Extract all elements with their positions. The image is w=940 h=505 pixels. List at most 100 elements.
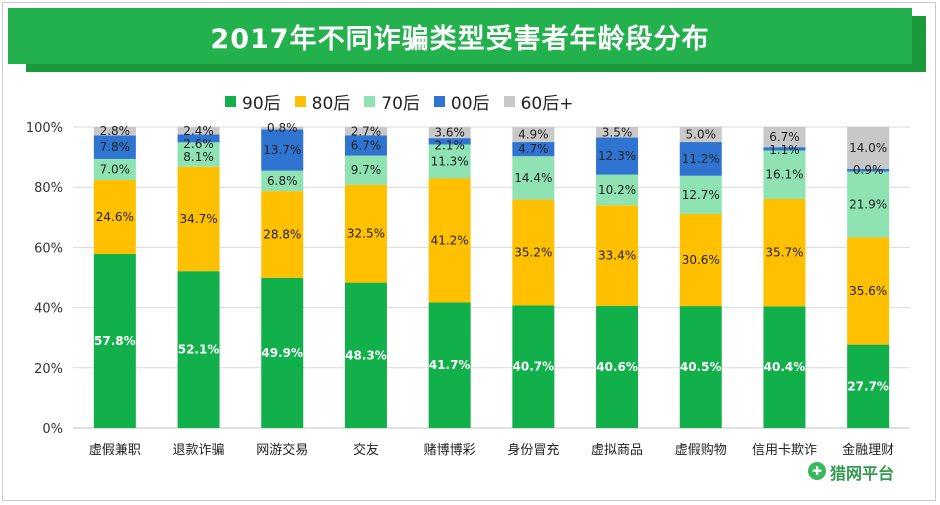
legend-swatch — [503, 96, 515, 107]
data-label: 57.8% — [94, 334, 136, 348]
watermark-text: 猎网平台 — [830, 464, 895, 483]
bar-segment — [847, 171, 890, 238]
bar-segment — [344, 184, 387, 283]
data-label: 3.6% — [434, 126, 465, 140]
bar-segment — [93, 127, 136, 136]
data-label: 6.7% — [769, 130, 800, 144]
data-label: 32.5% — [347, 227, 385, 241]
bar-segment — [177, 166, 220, 272]
bar-segment — [596, 137, 639, 175]
bar-segment — [763, 306, 806, 428]
bar-segment — [847, 237, 890, 345]
bar-segment — [596, 305, 639, 428]
data-label: 12.3% — [598, 149, 636, 163]
legend-label: 60后+ — [520, 94, 574, 114]
y-tick-label: 20% — [34, 362, 63, 377]
title-banner: 2017年不同诈骗类型受害者年龄段分布 — [8, 8, 912, 64]
data-label: 40.5% — [680, 360, 722, 374]
bar-segment — [847, 168, 890, 172]
legend-item: 60后+ — [503, 89, 574, 114]
bar-segment — [512, 199, 555, 306]
data-label: 11.3% — [431, 154, 469, 168]
bar-segment — [763, 147, 806, 151]
legend-swatch — [225, 96, 236, 107]
data-label: 9.7% — [351, 163, 382, 177]
data-label: 35.2% — [514, 246, 552, 260]
data-label: 2.6% — [183, 137, 214, 151]
bar-segment — [763, 150, 806, 199]
bar-segment — [177, 127, 220, 135]
bar-segment — [679, 142, 722, 176]
bar-segment — [512, 142, 555, 157]
bar-segment — [261, 191, 304, 278]
bar-segment — [344, 155, 387, 185]
y-tick-label: 0% — [42, 422, 63, 437]
data-label: 0.8% — [267, 121, 298, 135]
x-category-label: 信用卡欺诈 — [752, 443, 817, 458]
bar-segment — [261, 129, 304, 171]
y-tick-label: 40% — [34, 302, 63, 317]
data-label: 28.8% — [263, 227, 301, 241]
shield-icon: ✚ — [808, 462, 826, 480]
bar-segment — [428, 144, 471, 179]
bar-segment — [93, 254, 136, 428]
watermark-logo: ✚ 猎网平台 — [790, 430, 920, 490]
data-label: 2.1% — [434, 139, 465, 153]
legend-swatch — [294, 96, 306, 107]
x-category-label: 身份冒充 — [507, 442, 559, 458]
bar-segment — [847, 344, 890, 428]
data-label: 10.2% — [598, 183, 636, 197]
data-label: 4.9% — [518, 128, 549, 142]
data-label: 1.1% — [769, 143, 800, 157]
legend-swatch — [364, 96, 376, 107]
bar-segment — [512, 156, 555, 200]
chart-legend: 90后 80后 70后 00后 60后+ — [225, 89, 573, 114]
data-label: 4.7% — [518, 142, 549, 156]
bar-segment — [763, 127, 806, 148]
bar-segment — [428, 138, 471, 145]
data-label: 48.3% — [345, 348, 387, 362]
legend-item: 80后 — [294, 89, 350, 114]
data-label: 35.7% — [765, 246, 803, 260]
legend-item: 00后 — [433, 89, 490, 114]
bar-segment — [344, 127, 387, 136]
data-label: 3.5% — [602, 125, 633, 139]
data-label: 14.0% — [849, 141, 887, 155]
data-label: 7.0% — [100, 162, 131, 176]
x-category-label: 虚拟商品 — [591, 443, 643, 458]
data-label: 14.4% — [514, 171, 552, 185]
data-label: 41.7% — [429, 358, 471, 372]
x-category-label: 虚假购物 — [675, 442, 727, 458]
legend-item: 70后 — [364, 89, 420, 114]
data-label: 5.0% — [686, 128, 717, 142]
bar-segment — [344, 135, 387, 156]
bar-segment — [679, 213, 722, 307]
data-label: 40.7% — [513, 360, 555, 374]
bar-segment — [847, 127, 890, 169]
data-label: 8.1% — [183, 150, 214, 164]
y-tick-label: 80% — [34, 181, 63, 196]
legend-item: 90后 — [225, 89, 281, 114]
bar-segment — [93, 158, 136, 180]
bar-segment — [428, 178, 471, 303]
y-tick-label: 60% — [34, 241, 63, 256]
bar-segment — [261, 170, 304, 192]
bar-segment — [261, 277, 304, 428]
data-label: 35.6% — [849, 284, 887, 298]
data-label: 49.9% — [261, 346, 303, 360]
bar-segment — [344, 282, 387, 428]
bar-segment — [428, 127, 471, 139]
x-category-label: 网游交易 — [256, 442, 308, 458]
bar-segment — [679, 306, 722, 428]
data-label: 52.1% — [178, 343, 220, 357]
x-category-label: 虚假兼职 — [89, 443, 141, 458]
bar-segment — [177, 134, 220, 143]
bar-segment — [512, 127, 555, 143]
bar-segment — [93, 135, 136, 159]
data-label: 16.1% — [765, 168, 803, 182]
bar-segment — [93, 179, 136, 255]
data-label: 40.4% — [764, 360, 806, 374]
legend-label: 90后 — [242, 94, 281, 114]
bar-segment — [596, 205, 639, 306]
